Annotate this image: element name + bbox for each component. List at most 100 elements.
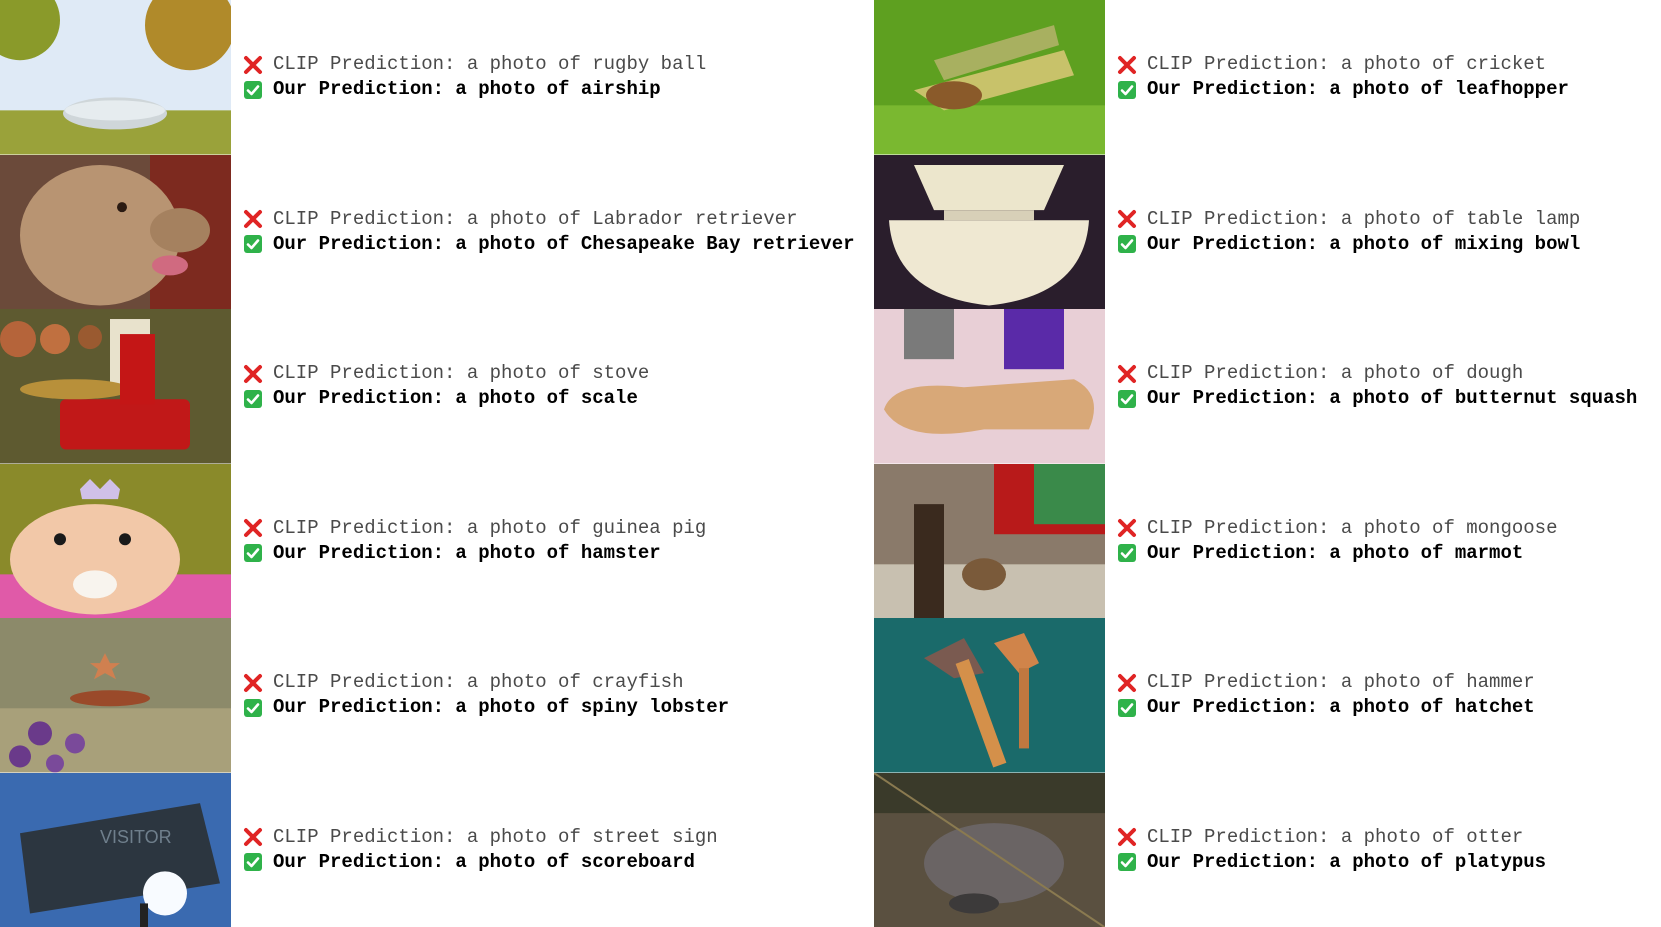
prediction-text-block: CLIP Prediction: a photo of dough Our Pr…	[1117, 362, 1637, 410]
svg-text:VISITOR: VISITOR	[100, 827, 172, 847]
clip-prediction-text: CLIP Prediction: a photo of stove	[273, 362, 650, 385]
prediction-text-block: CLIP Prediction: a photo of table lamp O…	[1117, 208, 1580, 256]
green-checkbox-icon	[243, 852, 263, 872]
red-cross-icon	[243, 55, 263, 75]
our-prediction-line: Our Prediction: a photo of scale	[243, 387, 649, 410]
clip-prediction-line: CLIP Prediction: a photo of stove	[243, 362, 649, 385]
clip-prediction-text: CLIP Prediction: a photo of cricket	[1147, 53, 1547, 76]
left-column: CLIP Prediction: a photo of rugby ball O…	[0, 0, 855, 927]
prediction-row: CLIP Prediction: a photo of crayfish Our…	[0, 618, 830, 773]
squash-photo	[874, 309, 1105, 464]
clip-prediction-line: CLIP Prediction: a photo of hammer	[1117, 671, 1535, 694]
green-checkbox-icon	[1117, 389, 1137, 409]
prediction-text-block: CLIP Prediction: a photo of otter Our Pr…	[1117, 826, 1546, 874]
our-prediction-line: Our Prediction: a photo of leafhopper	[1117, 78, 1569, 101]
clip-prediction-text: CLIP Prediction: a photo of street sign	[273, 825, 718, 848]
prediction-text-block: CLIP Prediction: a photo of crayfish Our…	[243, 671, 729, 719]
clip-prediction-line: CLIP Prediction: a photo of crayfish	[243, 671, 729, 694]
clip-prediction-line: CLIP Prediction: a photo of Labrador ret…	[243, 208, 855, 231]
prediction-row: CLIP Prediction: a photo of cricket Our …	[874, 0, 1661, 155]
red-cross-icon	[243, 364, 263, 384]
scoreboard-photo: VISITOR	[0, 772, 231, 927]
dog-photo	[0, 154, 231, 309]
clip-prediction-line: CLIP Prediction: a photo of dough	[1117, 362, 1637, 385]
hatchet-photo	[874, 618, 1105, 773]
our-prediction-line: Our Prediction: a photo of scoreboard	[243, 851, 718, 874]
prediction-text-block: CLIP Prediction: a photo of cricket Our …	[1117, 53, 1569, 101]
clip-prediction-text: CLIP Prediction: a photo of guinea pig	[273, 516, 707, 539]
prediction-row: CLIP Prediction: a photo of rugby ball O…	[0, 0, 830, 155]
our-prediction-line: Our Prediction: a photo of spiny lobster	[243, 696, 729, 719]
prediction-row: CLIP Prediction: a photo of stove Our Pr…	[0, 309, 830, 464]
our-prediction-text: Our Prediction: a photo of Chesapeake Ba…	[273, 232, 855, 255]
clip-prediction-line: CLIP Prediction: a photo of mongoose	[1117, 517, 1557, 540]
green-checkbox-icon	[243, 543, 263, 563]
prediction-row: CLIP Prediction: a photo of otter Our Pr…	[874, 772, 1661, 927]
red-cross-icon	[1117, 673, 1137, 693]
prediction-row: CLIP Prediction: a photo of Labrador ret…	[0, 154, 855, 309]
our-prediction-line: Our Prediction: a photo of butternut squ…	[1117, 387, 1637, 410]
green-checkbox-icon	[1117, 543, 1137, 563]
our-prediction-line: Our Prediction: a photo of hatchet	[1117, 696, 1535, 719]
green-checkbox-icon	[1117, 698, 1137, 718]
clip-prediction-line: CLIP Prediction: a photo of otter	[1117, 826, 1546, 849]
green-checkbox-icon	[243, 389, 263, 409]
clip-prediction-text: CLIP Prediction: a photo of otter	[1147, 825, 1524, 848]
right-column: CLIP Prediction: a photo of cricket Our …	[874, 0, 1661, 927]
clip-prediction-text: CLIP Prediction: a photo of rugby ball	[273, 53, 707, 76]
prediction-row: CLIP Prediction: a photo of dough Our Pr…	[874, 309, 1661, 464]
prediction-text-block: CLIP Prediction: a photo of rugby ball O…	[243, 53, 706, 101]
red-cross-icon	[243, 673, 263, 693]
clip-prediction-text: CLIP Prediction: a photo of hammer	[1147, 671, 1535, 694]
green-checkbox-icon	[243, 80, 263, 100]
red-cross-icon	[1117, 209, 1137, 229]
our-prediction-text: Our Prediction: a photo of hatchet	[1147, 696, 1535, 719]
prediction-row: CLIP Prediction: a photo of hammer Our P…	[874, 618, 1661, 773]
prediction-text-block: CLIP Prediction: a photo of guinea pig O…	[243, 517, 706, 565]
green-checkbox-icon	[243, 234, 263, 254]
our-prediction-line: Our Prediction: a photo of hamster	[243, 542, 706, 565]
our-prediction-line: Our Prediction: a photo of mixing bowl	[1117, 233, 1580, 256]
our-prediction-text: Our Prediction: a photo of hamster	[273, 541, 661, 564]
clip-prediction-text: CLIP Prediction: a photo of mongoose	[1147, 516, 1558, 539]
prediction-text-block: CLIP Prediction: a photo of Labrador ret…	[243, 208, 855, 256]
red-cross-icon	[1117, 55, 1137, 75]
prediction-text-block: CLIP Prediction: a photo of mongoose Our…	[1117, 517, 1557, 565]
clip-prediction-text: CLIP Prediction: a photo of dough	[1147, 362, 1524, 385]
our-prediction-text: Our Prediction: a photo of marmot	[1147, 541, 1524, 564]
our-prediction-text: Our Prediction: a photo of mixing bowl	[1147, 232, 1581, 255]
our-prediction-line: Our Prediction: a photo of platypus	[1117, 851, 1546, 874]
marmot-photo	[874, 463, 1105, 618]
our-prediction-text: Our Prediction: a photo of butternut squ…	[1147, 387, 1638, 410]
our-prediction-text: Our Prediction: a photo of airship	[273, 78, 661, 101]
our-prediction-text: Our Prediction: a photo of leafhopper	[1147, 78, 1569, 101]
clip-prediction-text: CLIP Prediction: a photo of Labrador ret…	[273, 207, 798, 230]
clip-prediction-line: CLIP Prediction: a photo of guinea pig	[243, 517, 706, 540]
red-cross-icon	[243, 827, 263, 847]
prediction-text-block: CLIP Prediction: a photo of street sign …	[243, 826, 718, 874]
green-checkbox-icon	[1117, 852, 1137, 872]
our-prediction-text: Our Prediction: a photo of platypus	[1147, 850, 1547, 873]
red-cross-icon	[1117, 518, 1137, 538]
clip-prediction-line: CLIP Prediction: a photo of table lamp	[1117, 208, 1580, 231]
clip-prediction-line: CLIP Prediction: a photo of rugby ball	[243, 53, 706, 76]
prediction-row: CLIP Prediction: a photo of mongoose Our…	[874, 463, 1661, 618]
clip-prediction-text: CLIP Prediction: a photo of crayfish	[273, 671, 684, 694]
prediction-row: VISITOR CLIP Prediction: a photo of stre…	[0, 772, 830, 927]
prediction-text-block: CLIP Prediction: a photo of stove Our Pr…	[243, 362, 649, 410]
red-cross-icon	[243, 209, 263, 229]
green-checkbox-icon	[1117, 234, 1137, 254]
clip-prediction-line: CLIP Prediction: a photo of cricket	[1117, 53, 1569, 76]
red-cross-icon	[1117, 827, 1137, 847]
our-prediction-text: Our Prediction: a photo of scoreboard	[273, 850, 695, 873]
prediction-row: CLIP Prediction: a photo of guinea pig O…	[0, 463, 830, 618]
bowl-photo	[874, 154, 1105, 309]
green-checkbox-icon	[1117, 80, 1137, 100]
red-cross-icon	[243, 518, 263, 538]
our-prediction-text: Our Prediction: a photo of spiny lobster	[273, 696, 730, 719]
lobster-photo	[0, 618, 231, 773]
prediction-row: CLIP Prediction: a photo of table lamp O…	[874, 154, 1661, 309]
clip-prediction-line: CLIP Prediction: a photo of street sign	[243, 826, 718, 849]
prediction-text-block: CLIP Prediction: a photo of hammer Our P…	[1117, 671, 1535, 719]
clip-prediction-text: CLIP Prediction: a photo of table lamp	[1147, 207, 1581, 230]
